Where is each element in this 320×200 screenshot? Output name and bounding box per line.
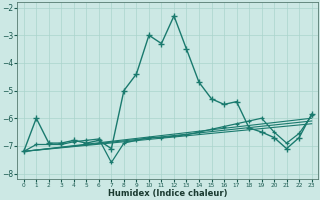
X-axis label: Humidex (Indice chaleur): Humidex (Indice chaleur): [108, 189, 228, 198]
